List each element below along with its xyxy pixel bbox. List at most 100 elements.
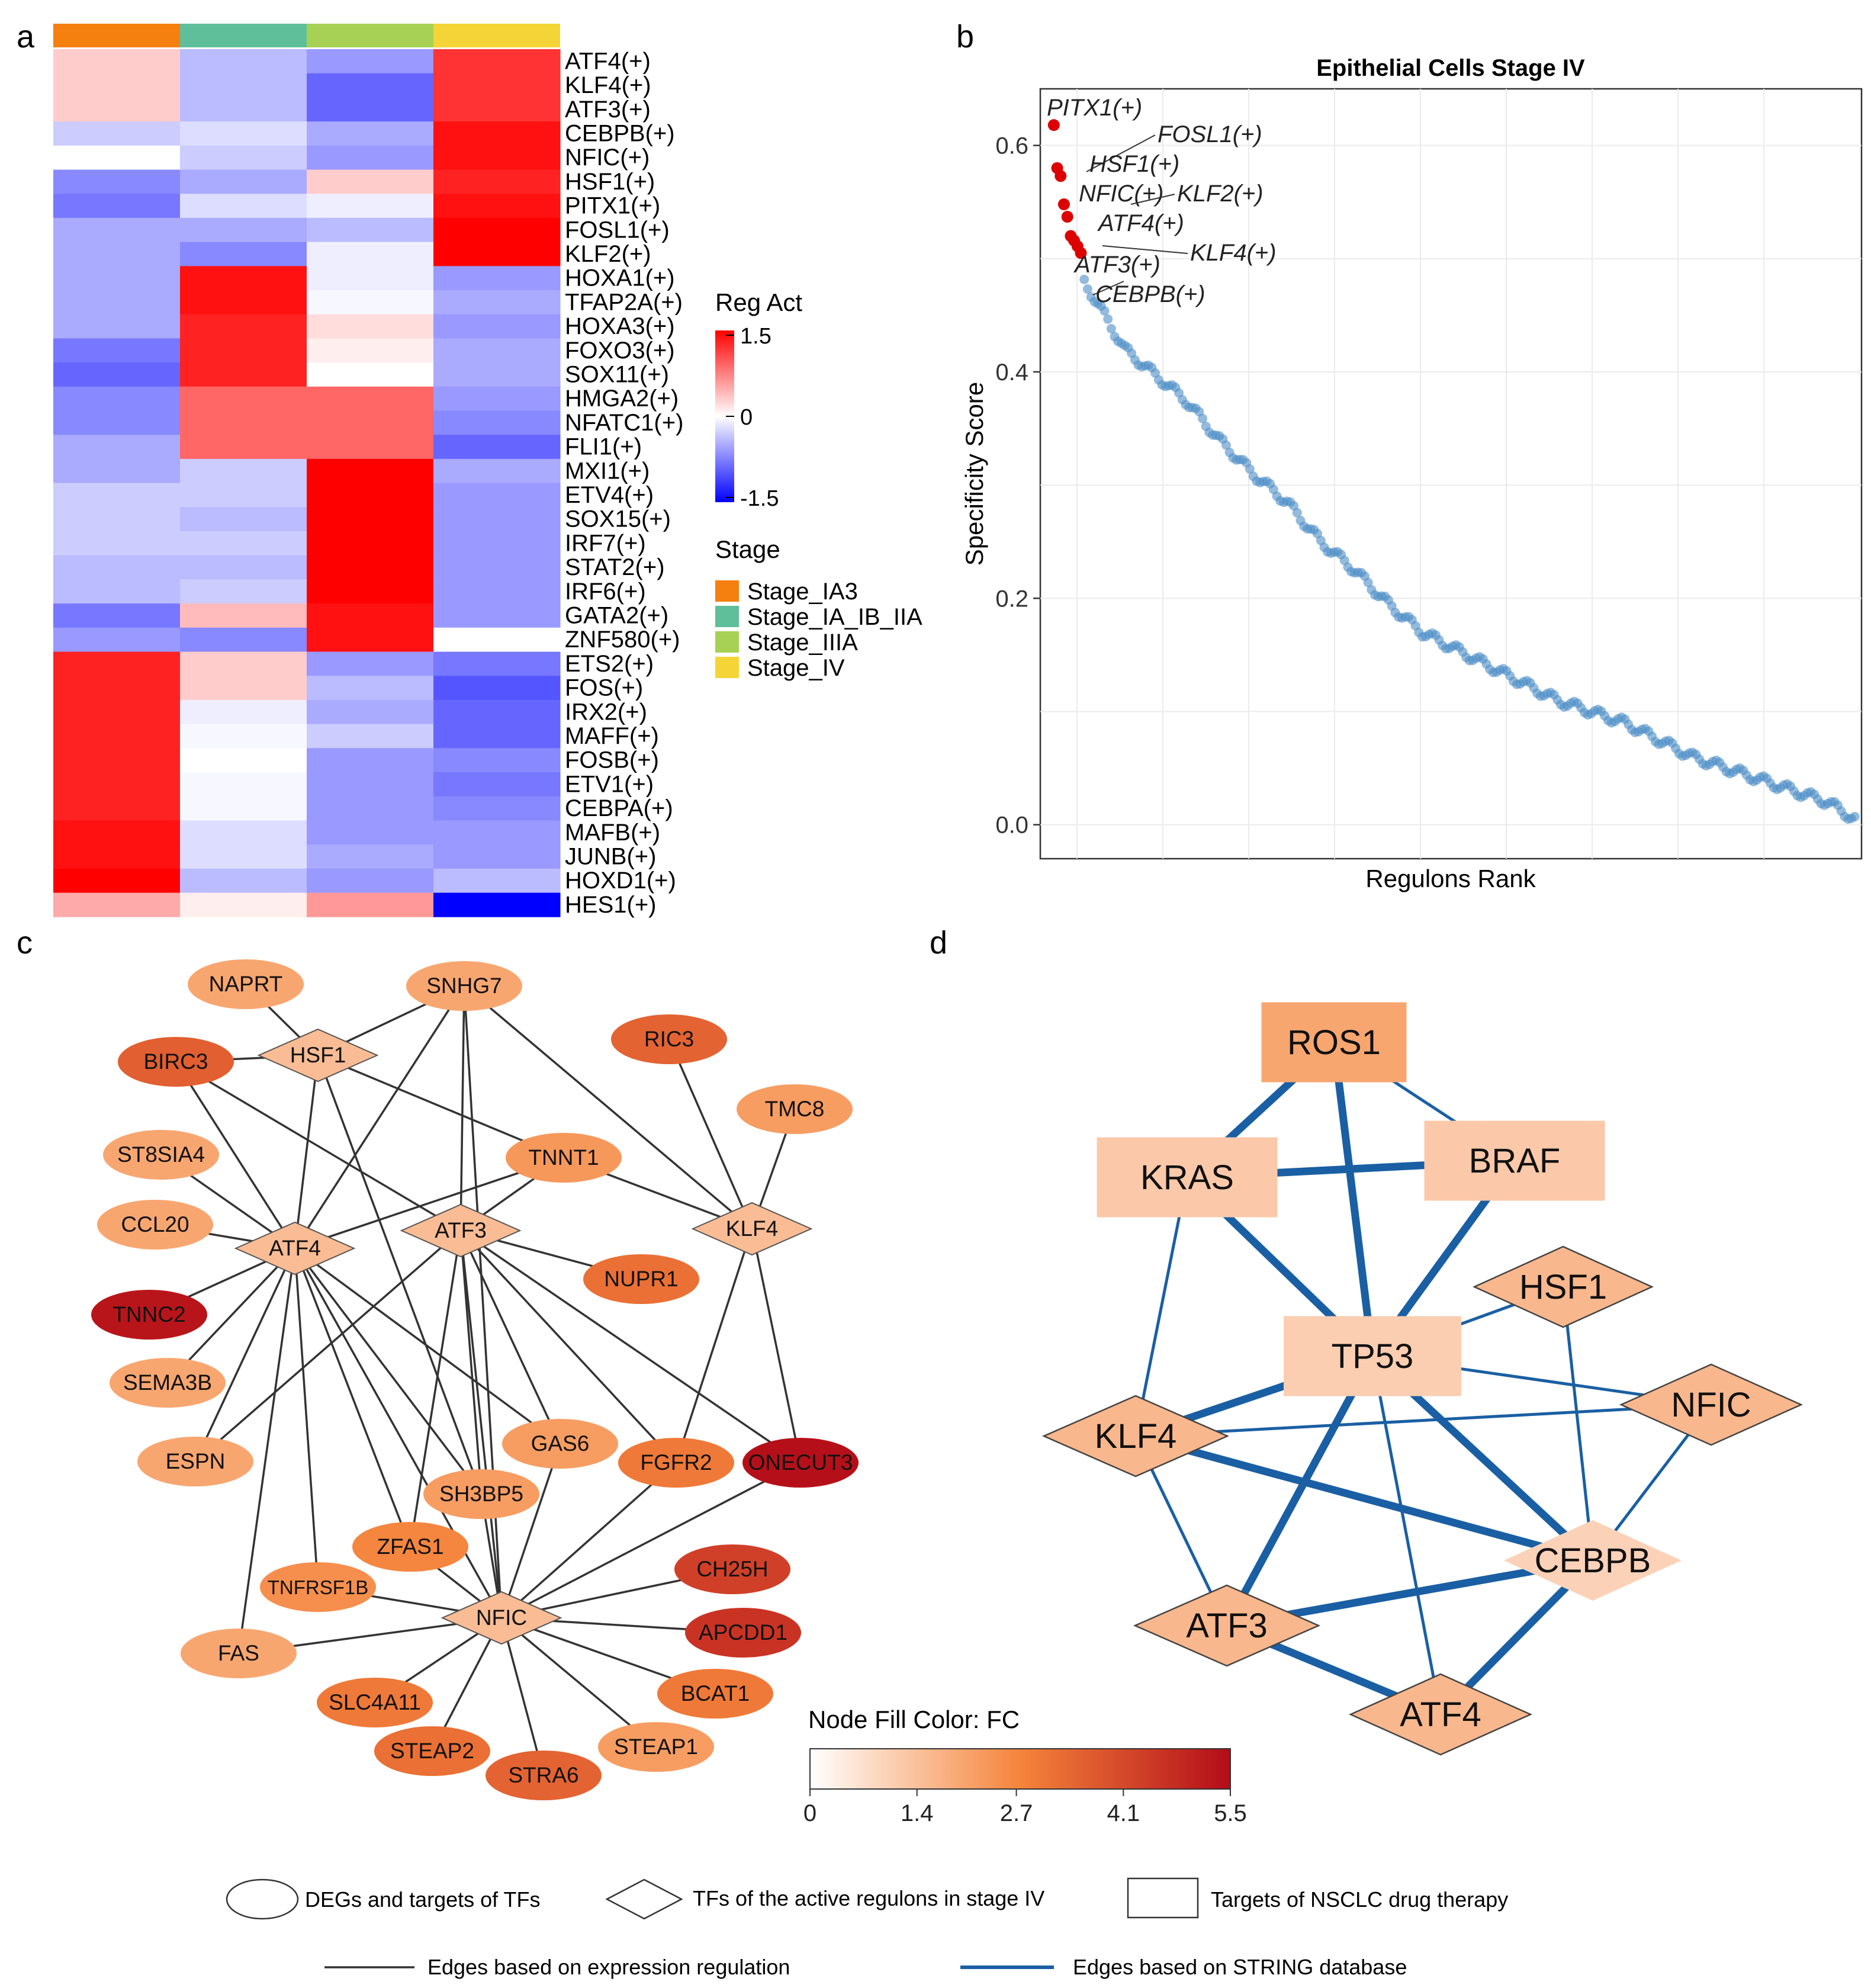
heatmap-row-label: FOSL1(+) xyxy=(565,217,670,243)
stage-bar-segment xyxy=(433,24,560,47)
heatmap-row-label: SOX11(+) xyxy=(565,361,669,387)
regulon-point xyxy=(1079,274,1089,284)
regulon-point xyxy=(1292,508,1302,518)
expression-edge xyxy=(237,1248,296,1654)
gene-ellipse-node xyxy=(137,1437,253,1486)
heatmap-row-label: MAFF(+) xyxy=(565,723,659,749)
heatmap-cell xyxy=(53,97,181,122)
expression-edge xyxy=(294,1248,319,1588)
node-label: TMC8 xyxy=(765,1097,825,1121)
annotation-label: KLF2(+) xyxy=(1177,181,1264,207)
heatmap-cell xyxy=(180,676,307,701)
annotation-leader-line xyxy=(1086,134,1156,172)
scatter-y-label: Specificity Score xyxy=(960,382,988,566)
heatmap-cell xyxy=(180,507,307,532)
drug-target-rect-node xyxy=(1261,1002,1407,1083)
heatmap-cell xyxy=(433,410,561,435)
string-edge xyxy=(1134,1177,1189,1437)
node-label: NFIC xyxy=(476,1605,527,1630)
annotation-label: FOSL1(+) xyxy=(1158,121,1262,147)
tf-diamond-node xyxy=(257,1028,379,1083)
gene-ellipse-node xyxy=(486,1751,602,1800)
heatmap-row-label: KLF2(+) xyxy=(565,241,651,267)
node-label: SLC4A11 xyxy=(329,1690,421,1714)
heatmap-cell xyxy=(180,169,307,194)
stage-legend-swatch-iv xyxy=(715,657,739,678)
annotation-leader-line xyxy=(1130,194,1175,205)
reg-act-tick-low: -1.5 xyxy=(740,486,779,511)
heatmap-cell xyxy=(180,483,307,508)
gene-ellipse-node xyxy=(91,1290,207,1340)
expression-edge xyxy=(751,1228,802,1463)
gene-ellipse-node xyxy=(260,1562,376,1612)
heatmap-cell xyxy=(180,603,307,628)
expression-edge xyxy=(459,1230,561,1444)
heatmap-cell xyxy=(433,458,561,484)
heatmap-cell xyxy=(307,844,434,869)
stage-bar-segment xyxy=(53,24,180,47)
heatmap-cell xyxy=(53,820,181,845)
expression-edge xyxy=(409,1230,462,1547)
node-label: CCL20 xyxy=(121,1212,189,1237)
expression-edge xyxy=(459,1229,677,1464)
gene-ellipse-node xyxy=(657,1669,773,1719)
heatmap-row-label: SOX15(+) xyxy=(565,506,671,532)
regulon-point xyxy=(1245,464,1255,474)
heatmap-row-label: IRF6(+) xyxy=(565,579,646,605)
gene-ellipse-node xyxy=(317,1678,433,1727)
panel-label-b: b xyxy=(956,19,974,54)
heatmap-cell xyxy=(53,73,181,98)
heatmap-cell xyxy=(307,217,434,243)
heatmap-cell xyxy=(180,194,307,219)
heatmap-cell xyxy=(53,410,181,435)
heatmap-row-label: TFAP2A(+) xyxy=(565,289,683,315)
annotation-label: KLF4(+) xyxy=(1190,240,1277,266)
heatmap-cell xyxy=(307,699,434,725)
heatmap-cell xyxy=(53,217,181,243)
gene-ellipse-node xyxy=(502,1419,618,1469)
node-label: CH25H xyxy=(696,1557,768,1581)
heatmap-cell xyxy=(180,217,307,243)
heatmap-cell xyxy=(53,603,181,628)
heatmap-cell xyxy=(307,410,434,435)
legend-expr-edge-label: Edges based on expression regulation xyxy=(427,1955,790,1979)
tf-diamond-node xyxy=(1041,1395,1230,1478)
heatmap-cell xyxy=(433,555,561,580)
fc-colorbar-ticks: 0 1.4 2.7 4.1 5.5 xyxy=(803,1789,1247,1826)
heatmap-cell xyxy=(433,651,561,676)
regulatory-network-panel: NAPRT SNHG7 HSF1 BIRC3 RIC3 TMC8 ST8SIA4 TNNT1 C… xyxy=(91,959,1247,1826)
node-label: KLF4 xyxy=(726,1216,778,1241)
heatmap-cell xyxy=(433,796,561,821)
node-label: NUPR1 xyxy=(604,1267,678,1291)
heatmap-cell xyxy=(180,627,307,652)
fc-legend-title: Node Fill Color: FC xyxy=(808,1706,1020,1733)
heatmap-cell xyxy=(180,49,307,74)
heatmap-cell xyxy=(433,314,561,339)
heatmap-cell xyxy=(433,892,561,917)
scatter-annotations: PITX1(+) FOSL1(+) HSF1(+) NFIC(+) KLF2(+) ATF… xyxy=(1047,95,1277,307)
node-label: STEAP2 xyxy=(390,1739,474,1763)
heatmap-row-label: IRF7(+) xyxy=(565,530,646,556)
stage-legend-title: Stage xyxy=(715,535,780,563)
expression-edge xyxy=(501,1462,801,1619)
heatmap-cell xyxy=(433,820,561,845)
heatmap-cell xyxy=(53,266,181,291)
heatmap-cell xyxy=(433,724,561,749)
expression-edge xyxy=(175,1061,296,1249)
heatmap-cell xyxy=(53,290,181,315)
heatmap-cell xyxy=(180,97,307,122)
tf-diamond-node xyxy=(1472,1245,1654,1328)
node-label: BCAT1 xyxy=(681,1681,750,1706)
heatmap-cell xyxy=(53,892,181,917)
annotation-label: CEBPB(+) xyxy=(1095,281,1205,307)
regulon-point xyxy=(1100,306,1110,316)
heatmap-cell xyxy=(433,603,561,628)
gene-ellipse-node xyxy=(181,1629,297,1678)
expression-edge xyxy=(294,1055,319,1249)
heatmap-cell xyxy=(53,579,181,604)
heatmap-cell xyxy=(307,892,434,917)
stage-annotation-bar xyxy=(53,24,560,47)
node-label: STEAP1 xyxy=(614,1735,698,1759)
heatmap-cell xyxy=(53,844,181,869)
heatmap-cell xyxy=(53,748,181,773)
